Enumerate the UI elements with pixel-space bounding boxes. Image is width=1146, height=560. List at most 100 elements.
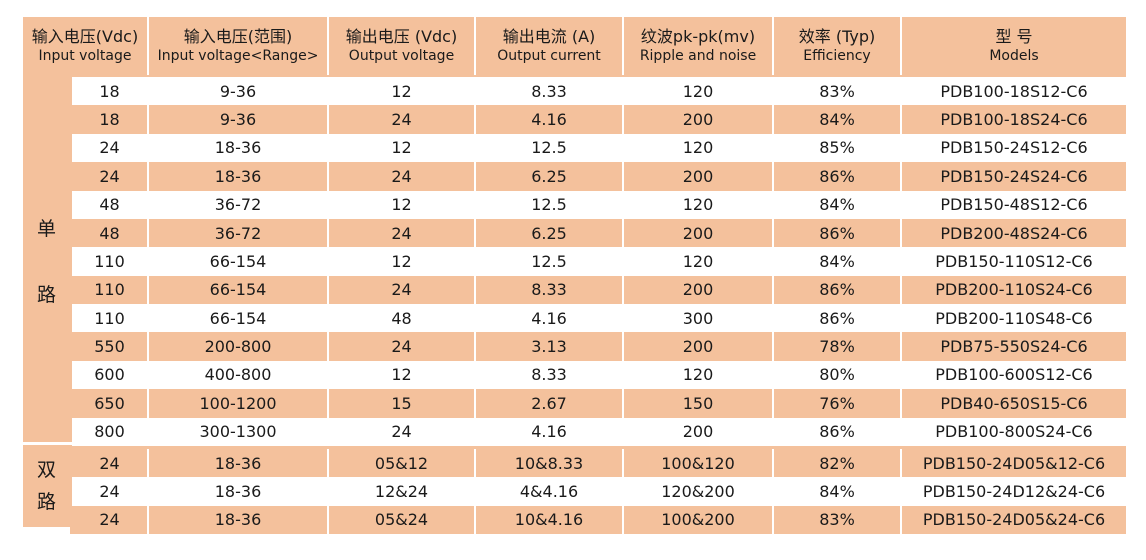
cell-output-current: 6.25 — [474, 162, 622, 191]
table-header: 输入电压(Vdc) Input voltage 输入电压(范围) Input v… — [23, 17, 1126, 75]
cell-input-voltage: 110 — [70, 304, 147, 333]
group-divider — [23, 442, 1126, 445]
cell-efficiency: 83% — [772, 77, 900, 106]
cell-ripple: 120 — [622, 360, 772, 390]
table-row: 48 36-72 12 12.5 120 84% PDB150-48S12-C6 — [23, 190, 1126, 219]
cell-ripple: 200 — [622, 417, 772, 446]
cell-ripple: 120 — [622, 133, 772, 163]
header-zh: 输入电压(Vdc) — [31, 27, 139, 46]
header-en: Output current — [497, 48, 601, 64]
cell-output-current: 8.33 — [474, 360, 622, 390]
header-zh: 型 号 — [995, 27, 1033, 46]
cell-input-range: 18-36 — [147, 477, 327, 506]
header-zh: 输出电流 (A) — [502, 27, 596, 46]
header-zh: 输入电压(范围) — [183, 27, 293, 46]
cell-model: PDB40-650S15-C6 — [900, 389, 1126, 418]
cell-output-current: 4.16 — [474, 417, 622, 446]
table-row: 650 100-1200 15 2.67 150 76% PDB40-650S15-C6 — [23, 389, 1126, 418]
cell-output-current: 2.67 — [474, 389, 622, 418]
cell-model: PDB75-550S24-C6 — [900, 332, 1126, 361]
cell-output-voltage: 24 — [327, 162, 474, 191]
cell-input-voltage: 650 — [70, 389, 147, 418]
cell-output-current: 10&4.16 — [474, 505, 622, 535]
cell-model: PDB100-800S24-C6 — [900, 417, 1126, 446]
cell-ripple: 200 — [622, 218, 772, 248]
table-row: 110 66-154 12 12.5 120 84% PDB150-110S12-C6 — [23, 247, 1126, 276]
table-row: 18 9-36 24 4.16 200 84% PDB100-18S24-C6 — [23, 105, 1126, 134]
table-row: 800 300-1300 24 4.16 200 86% PDB100-800S24-C6 — [23, 417, 1126, 446]
cell-input-range: 18-36 — [147, 133, 327, 163]
cell-input-voltage: 550 — [70, 332, 147, 361]
cell-output-current: 12.5 — [474, 247, 622, 276]
cell-input-voltage: 24 — [70, 448, 147, 478]
cell-output-current: 3.13 — [474, 332, 622, 361]
cell-ripple: 120 — [622, 247, 772, 276]
header-en: Models — [989, 48, 1039, 64]
cell-model: PDB100-18S24-C6 — [900, 105, 1126, 134]
cell-input-voltage: 18 — [70, 77, 147, 106]
table-row: 24 18-36 05&24 10&4.16 100&200 83% PDB150-24D0… — [23, 505, 1126, 535]
group-label-char: 路 — [36, 283, 56, 306]
cell-model: PDB150-48S12-C6 — [900, 190, 1126, 219]
cell-ripple: 100&200 — [622, 505, 772, 535]
cell-output-voltage: 12&24 — [327, 477, 474, 506]
cell-efficiency: 78% — [772, 332, 900, 361]
cell-input-range: 36-72 — [147, 190, 327, 219]
cell-efficiency: 84% — [772, 247, 900, 276]
cell-output-voltage: 24 — [327, 417, 474, 446]
cell-model: PDB150-24D05&24-C6 — [900, 505, 1126, 535]
table-row: 18 9-36 12 8.33 120 83% PDB100-18S12-C6 — [23, 77, 1126, 106]
cell-efficiency: 84% — [772, 477, 900, 506]
table-row: 110 66-154 48 4.16 300 86% PDB200-110S48-C6 — [23, 304, 1126, 333]
table-row: 24 18-36 12&24 4&4.16 120&200 84% PDB150-24D12… — [23, 477, 1126, 506]
cell-output-voltage: 12 — [327, 247, 474, 276]
cell-ripple: 200 — [622, 162, 772, 191]
cell-efficiency: 85% — [772, 133, 900, 163]
cell-input-voltage: 48 — [70, 218, 147, 248]
cell-output-voltage: 15 — [327, 389, 474, 418]
table-row: 110 66-154 24 8.33 200 86% PDB200-110S24-C6 — [23, 275, 1126, 305]
cell-efficiency: 84% — [772, 190, 900, 219]
group-label-char: 单 — [36, 217, 56, 240]
cell-output-current: 8.33 — [474, 275, 622, 305]
cell-output-voltage: 24 — [327, 105, 474, 134]
cell-input-range: 400-800 — [147, 360, 327, 390]
header-output-voltage: 输出电压 (Vdc) Output voltage — [327, 17, 474, 75]
header-en: Input voltage — [38, 48, 132, 64]
cell-output-voltage: 12 — [327, 77, 474, 106]
cell-ripple: 200 — [622, 332, 772, 361]
cell-ripple: 120&200 — [622, 477, 772, 506]
cell-model: PDB100-600S12-C6 — [900, 360, 1126, 390]
cell-model: PDB200-110S24-C6 — [900, 275, 1126, 305]
cell-efficiency: 80% — [772, 360, 900, 390]
cell-efficiency: 76% — [772, 389, 900, 418]
cell-output-current: 12.5 — [474, 190, 622, 219]
cell-input-range: 66-154 — [147, 247, 327, 276]
cell-input-voltage: 800 — [70, 417, 147, 446]
cell-input-range: 300-1300 — [147, 417, 327, 446]
header-input-voltage: 输入电压(Vdc) Input voltage — [23, 17, 147, 75]
cell-model: PDB200-110S48-C6 — [900, 304, 1126, 333]
header-en: Ripple and noise — [639, 48, 757, 64]
cell-input-range: 18-36 — [147, 448, 327, 478]
header-zh: 纹波pk-pk(mv) — [640, 27, 756, 46]
cell-model: PDB150-24D12&24-C6 — [900, 477, 1126, 506]
cell-output-voltage: 12 — [327, 360, 474, 390]
cell-output-voltage: 12 — [327, 190, 474, 219]
cell-input-range: 9-36 — [147, 77, 327, 106]
cell-output-voltage: 48 — [327, 304, 474, 333]
cell-efficiency: 86% — [772, 218, 900, 248]
cell-input-range: 66-154 — [147, 304, 327, 333]
cell-efficiency: 86% — [772, 162, 900, 191]
cell-efficiency: 86% — [772, 275, 900, 305]
header-output-current: 输出电流 (A) Output current — [474, 17, 622, 75]
cell-ripple: 150 — [622, 389, 772, 418]
group-label-double: 双 路 — [23, 445, 70, 527]
cell-output-current: 8.33 — [474, 77, 622, 106]
cell-model: PDB150-24D05&12-C6 — [900, 448, 1126, 478]
group-label-single: 单 路 — [23, 77, 70, 446]
cell-input-voltage: 110 — [70, 275, 147, 305]
cell-ripple: 120 — [622, 190, 772, 219]
cell-output-voltage: 24 — [327, 218, 474, 248]
cell-efficiency: 84% — [772, 105, 900, 134]
